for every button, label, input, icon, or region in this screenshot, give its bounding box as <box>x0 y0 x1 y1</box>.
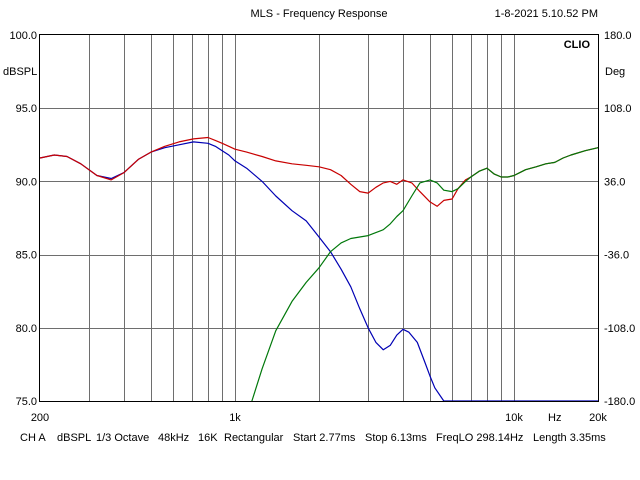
y-tick-label: 95.0 <box>16 103 37 115</box>
y2-tick-label: 36.0 <box>604 176 625 188</box>
grid <box>40 35 598 401</box>
unit-label: dBSPL <box>57 432 91 444</box>
channel-label: CH A <box>20 432 46 444</box>
y-tick-label: 80.0 <box>16 323 37 335</box>
y2-tick-label: -180.0 <box>604 396 635 408</box>
x-tick-label: 1k <box>229 412 241 424</box>
start-label: Start 2.77ms <box>293 432 356 444</box>
x-tick-label: 200 <box>31 412 49 424</box>
window-label: Rectangular <box>224 432 284 444</box>
y-tick-label: 90.0 <box>16 176 37 188</box>
sample-rate-label: 48kHz <box>158 432 189 444</box>
timestamp: 1-8-2021 5.10.52 PM <box>495 8 598 20</box>
x-tick-label: Hz <box>548 412 561 424</box>
length-label: Length 3.35ms <box>533 432 606 444</box>
smoothing-label: 1/3 Octave <box>96 432 149 444</box>
x-tick-label: 20k <box>589 412 607 424</box>
y-tick-label: 100.0 <box>9 30 37 42</box>
stop-label: Stop 6.13ms <box>365 432 427 444</box>
y2-tick-label: -36.0 <box>604 250 629 262</box>
freq-lo-label: FreqLO 298.14Hz <box>436 432 523 444</box>
y2-tick-label: 180.0 <box>604 30 632 42</box>
y2-tick-label: 108.0 <box>604 103 632 115</box>
series-layer <box>39 136 599 402</box>
y-tick-label: 75.0 <box>16 396 37 408</box>
plot-frame <box>39 34 599 402</box>
y2-tick-label: -108.0 <box>604 323 635 335</box>
size-label: 16K <box>198 432 218 444</box>
brand-label: CLIO <box>564 39 591 51</box>
y2-axis-label: Deg <box>605 66 625 78</box>
measurement-info: CH A dBSPL 1/3 Octave 48kHz 16K Rectangu… <box>20 432 606 444</box>
y-axis-label: dBSPL <box>3 66 37 78</box>
series-line-3 <box>251 147 599 402</box>
tick-labels: 75.0 80.0 85.0 90.0 95.0 100.0 -180.0 -108.0 -36… <box>9 30 635 424</box>
chart-title: MLS - Frequency Response <box>251 8 388 20</box>
x-tick-label: 10k <box>505 412 523 424</box>
y-tick-label: 85.0 <box>16 250 37 262</box>
